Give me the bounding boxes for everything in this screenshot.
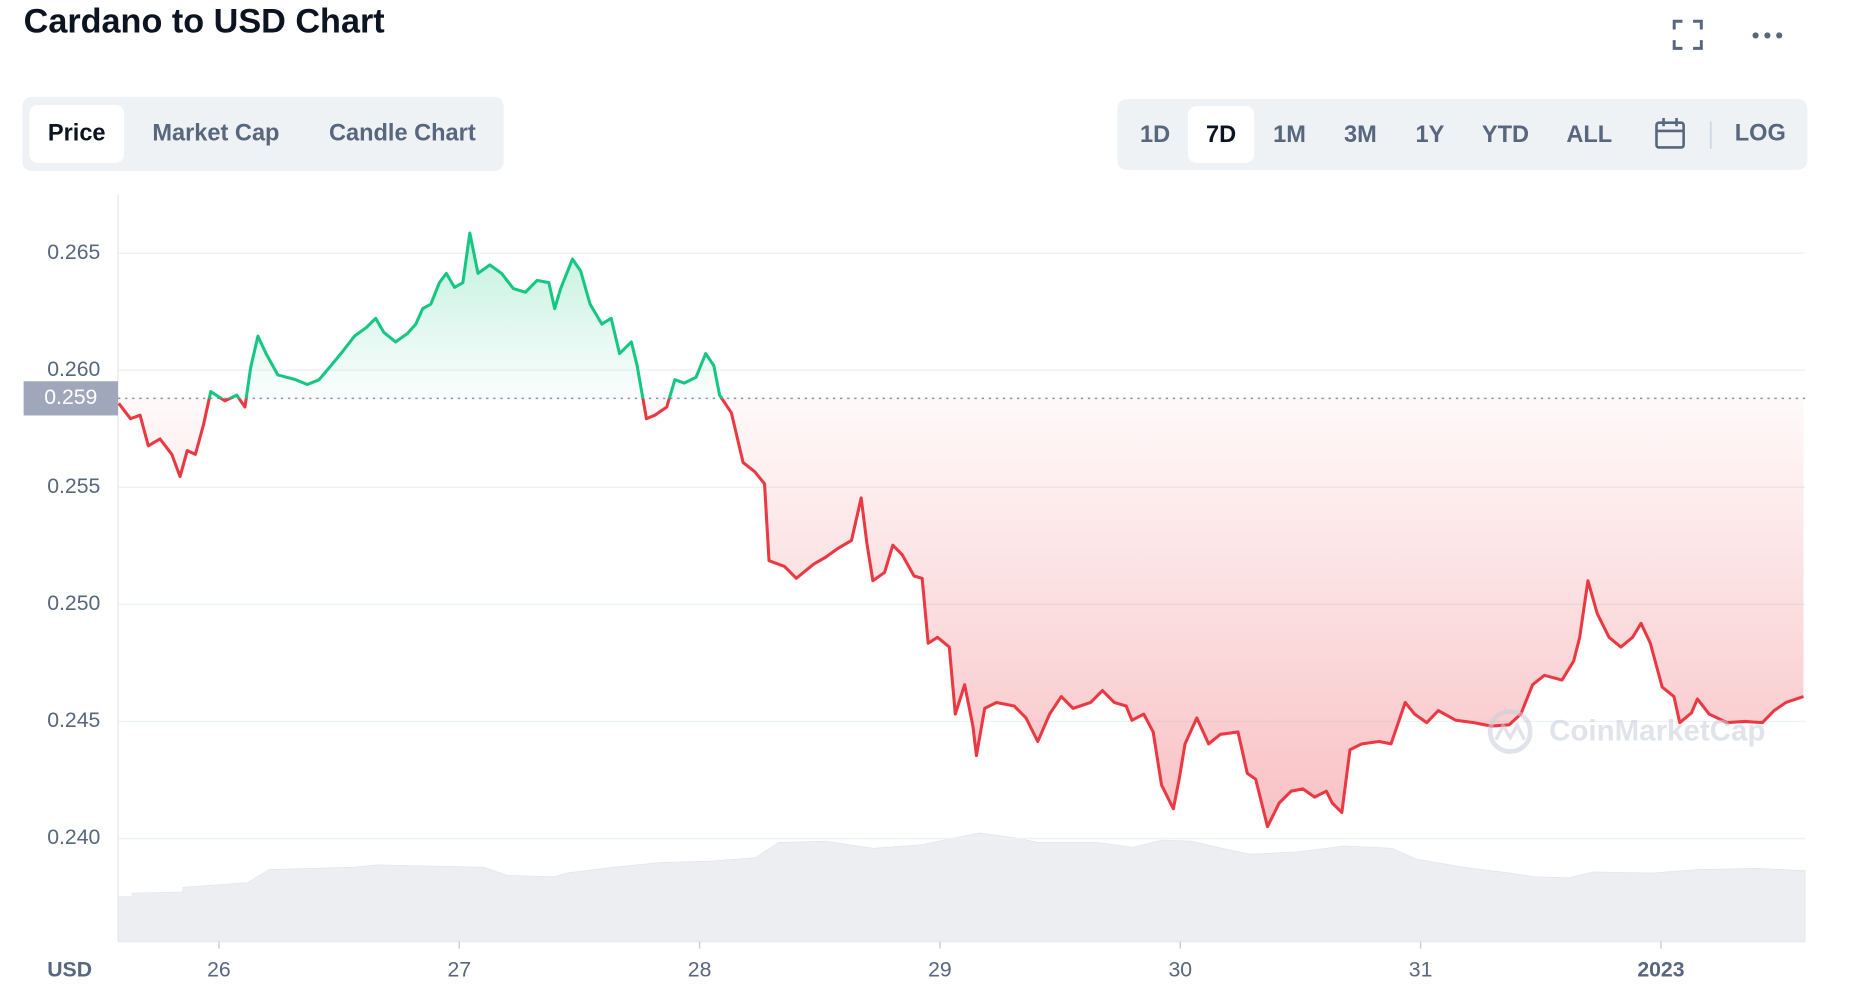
watermark-text: CoinMarketCap (1549, 714, 1765, 747)
fullscreen-icon[interactable] (1672, 19, 1703, 50)
price-line (117, 231, 1804, 829)
active-tab-bg (29, 105, 124, 163)
y-tick-label: 0.255 (47, 475, 100, 498)
watermark: CoinMarketCap (1487, 709, 1765, 754)
baseline-label-bg (23, 381, 119, 416)
range-button[interactable]: 3M (1344, 121, 1377, 147)
range-button[interactable]: 1D (1140, 121, 1170, 147)
tab-group (22, 96, 504, 172)
calendar-icon[interactable] (1655, 117, 1685, 149)
range-button[interactable]: 7D (1206, 121, 1236, 147)
volume-bars (117, 832, 1806, 942)
y-tick-label: 0.245 (47, 709, 100, 732)
range-button[interactable]: ALL (1566, 121, 1612, 147)
tab[interactable]: Market Cap (152, 120, 279, 146)
x-tick-label: 2023 (1637, 959, 1684, 982)
y-tick-label: 0.240 (47, 826, 100, 849)
y-tick-label: 0.260 (47, 358, 100, 381)
range-button[interactable]: 1M (1273, 121, 1306, 147)
y-unit-label: USD (47, 959, 92, 982)
log-button[interactable]: LOG (1735, 120, 1786, 146)
y-tick-label: 0.265 (47, 241, 100, 264)
tab[interactable]: Candle Chart (329, 120, 476, 146)
x-tick-label: 29 (928, 959, 952, 982)
range-button[interactable]: 1Y (1416, 121, 1445, 147)
tab[interactable]: Price (48, 120, 106, 146)
area-fill (118, 233, 1804, 827)
x-tick-label: 31 (1409, 959, 1433, 982)
range-button[interactable]: YTD (1482, 121, 1529, 147)
x-tick-label: 27 (447, 959, 471, 982)
range-group (1117, 99, 1808, 170)
chart-title: Cardano to USD Chart (24, 3, 385, 41)
y-tick-label: 0.250 (47, 592, 100, 615)
baseline-label: 0.259 (44, 386, 97, 409)
active-range-bg (1188, 106, 1255, 163)
x-tick-label: 28 (688, 959, 712, 982)
more-icon[interactable] (1752, 32, 1783, 39)
x-tick-label: 26 (207, 959, 231, 982)
x-tick-label: 30 (1168, 959, 1192, 982)
